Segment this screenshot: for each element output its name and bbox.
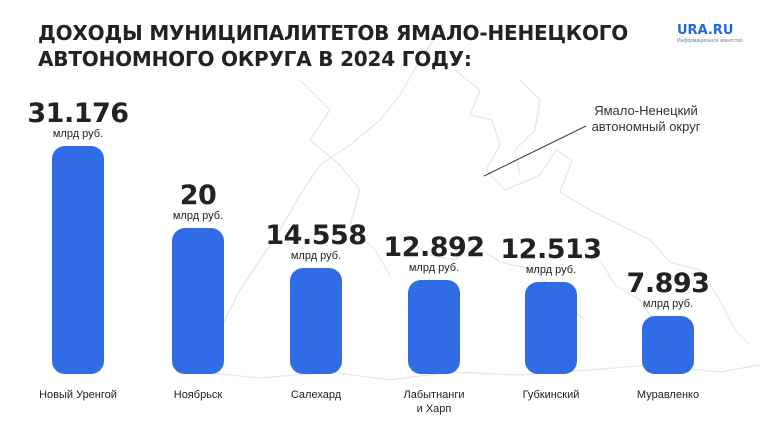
map-border-west xyxy=(199,29,441,373)
bar xyxy=(52,146,104,374)
bar-value-label: 20 xyxy=(179,180,217,211)
category-label: Новый Уренгой xyxy=(39,389,117,401)
title-line-1: ДОХОДЫ МУНИЦИПАЛИТЕТОВ ЯМАЛО-НЕНЕЦКОГО xyxy=(38,21,629,45)
bar-unit-label: млрд руб. xyxy=(408,262,460,274)
category-label: Губкинский xyxy=(522,389,580,401)
bar-unit-label: млрд руб. xyxy=(172,210,224,222)
title-line-2: АВТОНОМНОГО ОКРУГА В 2024 ГОДУ: xyxy=(38,47,472,71)
bar-value-label: 14.558 xyxy=(265,220,367,251)
bar-unit-label: млрд руб. xyxy=(290,250,342,262)
bar-unit-label: млрд руб. xyxy=(525,264,577,276)
logo-wordmark: URA.RU xyxy=(677,23,734,38)
bar-value-label: 12.892 xyxy=(383,232,485,263)
bar xyxy=(290,268,342,374)
map-region-label: Ямало-Ненецкий автономный округ xyxy=(560,103,732,135)
category-label: Салехард xyxy=(290,389,342,401)
bar-value-label: 12.513 xyxy=(500,234,602,265)
page-title: ДОХОДЫ МУНИЦИПАЛИТЕТОВ ЯМАЛО-НЕНЕЦКОГО А… xyxy=(38,20,628,72)
category-label: Лабытнанги и Харп xyxy=(403,389,465,415)
category-label: Ноябрьск xyxy=(173,389,223,401)
map-border-inner xyxy=(299,79,391,276)
bar-unit-label: млрд руб. xyxy=(52,128,104,140)
bar xyxy=(642,316,694,374)
bar xyxy=(525,282,577,374)
bar-value-label: 31.176 xyxy=(27,98,129,129)
bar xyxy=(172,228,224,374)
map-region-label-line-2: автономный округ xyxy=(591,119,701,134)
brand-logo[interactable]: URA.RU Информационное агентство xyxy=(677,24,743,45)
bar xyxy=(408,280,460,374)
bar-unit-label: млрд руб. xyxy=(642,298,694,310)
map-region-label-line-1: Ямало-Ненецкий xyxy=(594,103,698,118)
bar-value-label: 7.893 xyxy=(626,268,710,299)
logo-tagline: Информационное агентство xyxy=(677,38,743,44)
category-label: Муравленко xyxy=(636,389,700,401)
